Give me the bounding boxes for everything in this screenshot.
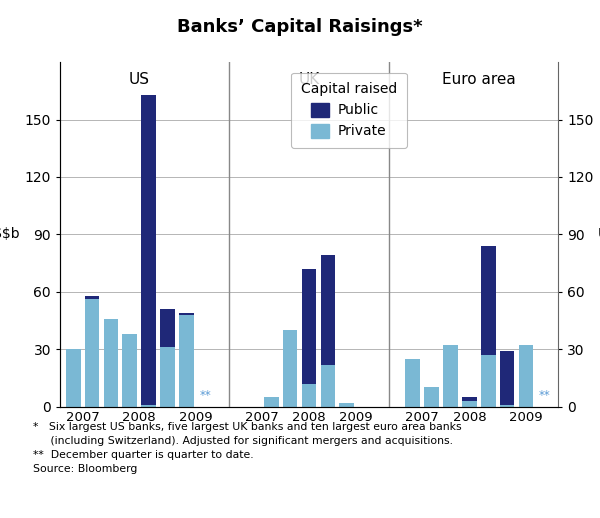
Bar	[302, 384, 316, 407]
Bar	[424, 387, 439, 407]
Text: US$b: US$b	[0, 227, 20, 241]
Text: Euro area: Euro area	[442, 71, 515, 87]
Bar	[160, 347, 175, 407]
Bar	[320, 255, 335, 365]
Bar	[500, 405, 514, 407]
Text: **  December quarter is quarter to date.: ** December quarter is quarter to date.	[33, 450, 254, 460]
Bar	[481, 355, 496, 407]
Bar	[406, 359, 420, 407]
Bar	[264, 397, 278, 407]
Bar	[85, 296, 100, 299]
Bar	[142, 95, 156, 405]
Bar	[462, 397, 476, 401]
Bar	[443, 346, 458, 407]
Bar	[142, 405, 156, 407]
Bar	[179, 313, 194, 315]
Text: UK: UK	[298, 71, 320, 87]
Text: US: US	[129, 71, 150, 87]
Bar	[85, 299, 100, 407]
Text: US$b: US$b	[598, 227, 600, 241]
Bar	[283, 330, 298, 407]
Bar	[179, 315, 194, 407]
Bar	[302, 269, 316, 384]
Bar	[160, 309, 175, 347]
Bar	[122, 334, 137, 407]
Bar	[500, 351, 514, 405]
Text: (including Switzerland). Adjusted for significant mergers and acquisitions.: (including Switzerland). Adjusted for si…	[33, 436, 453, 446]
Text: Source: Bloomberg: Source: Bloomberg	[33, 464, 137, 474]
Bar	[340, 403, 354, 407]
Text: **: **	[539, 389, 551, 402]
Bar	[66, 349, 80, 407]
Text: Banks’ Capital Raisings*: Banks’ Capital Raisings*	[177, 18, 423, 36]
Text: *   Six largest US banks, five largest UK banks and ten largest euro area banks: * Six largest US banks, five largest UK …	[33, 422, 461, 432]
Bar	[462, 401, 476, 407]
Bar	[518, 346, 533, 407]
Legend: Public, Private: Public, Private	[291, 73, 407, 148]
Bar	[320, 365, 335, 407]
Text: **: **	[199, 389, 211, 402]
Bar	[481, 246, 496, 355]
Bar	[104, 319, 118, 407]
